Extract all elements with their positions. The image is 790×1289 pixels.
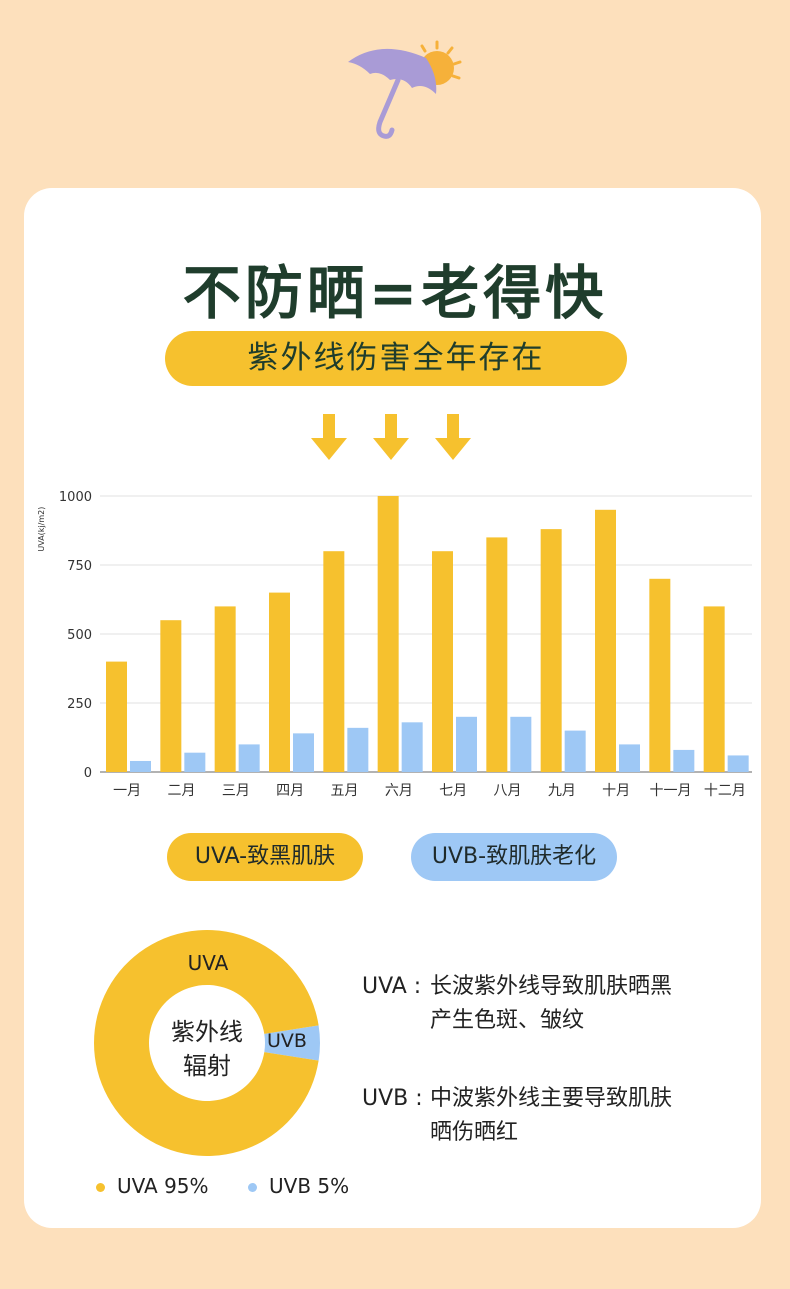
bar-uvb <box>727 755 749 772</box>
bar-uva <box>432 551 453 772</box>
legend-uvb: UVB-致肌肤老化 <box>411 833 617 881</box>
x-tick-label: 十一月 <box>650 783 692 799</box>
y-tick-label: 1000 <box>59 490 92 505</box>
y-axis-label: UVA(kj/m2) <box>37 507 46 552</box>
bar-uvb <box>347 727 369 772</box>
uva-term: UVA : <box>362 974 422 999</box>
uva-description: UVA : 长波紫外线导致肌肤晒黑 产生色斑、皱纹 <box>362 970 672 1038</box>
down-arrow-icon <box>373 414 409 460</box>
slice-uvb <box>264 1025 320 1061</box>
bar-uva <box>214 606 236 772</box>
y-tick-label: 750 <box>67 559 92 574</box>
uvb-description: UVB : 中波紫外线主要导致肌肤 晒伤晒红 <box>362 1082 672 1150</box>
bar-uva <box>540 529 562 772</box>
bar-uva <box>595 509 616 772</box>
bar-uva <box>269 592 290 772</box>
bar-uvb <box>673 749 695 772</box>
bar-uva <box>486 537 508 772</box>
umbrella-sun-icon <box>348 40 462 139</box>
bar-uvb <box>184 752 206 772</box>
bar-uvb <box>564 730 586 772</box>
y-tick-label: 500 <box>67 628 92 643</box>
bottom-legend-uvb: UVB 5% <box>248 1174 349 1198</box>
bottom-legend-uva: UVA 95% <box>96 1174 209 1198</box>
bar-uva <box>703 606 725 772</box>
donut-center-label-1: 紫外线 <box>171 1018 243 1046</box>
uvb-desc-line1: 中波紫外线主要导致肌肤 <box>430 1086 673 1111</box>
x-tick-label: 五月 <box>331 783 359 799</box>
bar-uva <box>649 578 671 772</box>
bar-uvb <box>619 744 640 772</box>
x-tick-label: 十二月 <box>704 783 746 799</box>
y-tick-label: 250 <box>67 697 92 712</box>
x-tick-label: 六月 <box>385 783 413 799</box>
bar-uvb <box>130 760 151 772</box>
x-tick-label: 二月 <box>168 783 196 799</box>
bar-uvb <box>238 744 260 772</box>
slice-label-uvb: UVB <box>267 1030 307 1052</box>
uvb-term: UVB : <box>362 1086 423 1111</box>
subtitle-pill: 紫外线伤害全年存在 <box>165 331 627 386</box>
bar-uvb <box>510 716 532 772</box>
x-tick-label: 四月 <box>276 783 304 799</box>
bottom-legend-uvb-label: UVB 5% <box>269 1174 350 1198</box>
legend-uva: UVA-致黑肌肤 <box>167 833 363 881</box>
down-arrow-icon <box>311 414 347 460</box>
bar-uvb <box>293 733 314 772</box>
x-tick-label: 一月 <box>113 783 141 799</box>
uv-monthly-bar-chart: 0 250 500 750 1000 UVA(kj/m2) 一月 二月 三月 四月 五月 六月 七月 八月… <box>37 490 752 799</box>
bottom-legend-uva-label: UVA 95% <box>117 1174 209 1198</box>
bar-uvb <box>456 716 477 772</box>
x-tick-label: 三月 <box>222 783 250 799</box>
donut-center-label-2: 辐射 <box>183 1052 231 1080</box>
x-tick-label: 八月 <box>494 783 522 799</box>
y-tick-label: 0 <box>84 766 92 781</box>
uvb-dot-icon <box>248 1183 257 1192</box>
x-tick-label: 十月 <box>602 783 630 799</box>
x-tick-label: 七月 <box>439 783 467 799</box>
uva-desc-line2: 产生色斑、皱纹 <box>430 1008 585 1033</box>
bar-uva <box>106 661 127 772</box>
bar-uva <box>160 620 182 772</box>
bar-uvb <box>401 722 423 772</box>
bar-uva <box>377 496 399 772</box>
bar-uva <box>323 551 345 772</box>
slice-uva <box>93 930 319 1156</box>
down-arrow-icon <box>435 414 471 460</box>
uvb-desc-line2: 晒伤晒红 <box>430 1120 519 1145</box>
page-title: 不防晒=老得快 <box>182 259 608 327</box>
x-tick-label: 九月 <box>548 783 576 799</box>
down-arrows <box>311 414 471 460</box>
uva-desc-line1: 长波紫外线导致肌肤晒黑 <box>430 974 673 999</box>
slice-label-uva: UVA <box>188 951 229 975</box>
uva-dot-icon <box>96 1183 105 1192</box>
